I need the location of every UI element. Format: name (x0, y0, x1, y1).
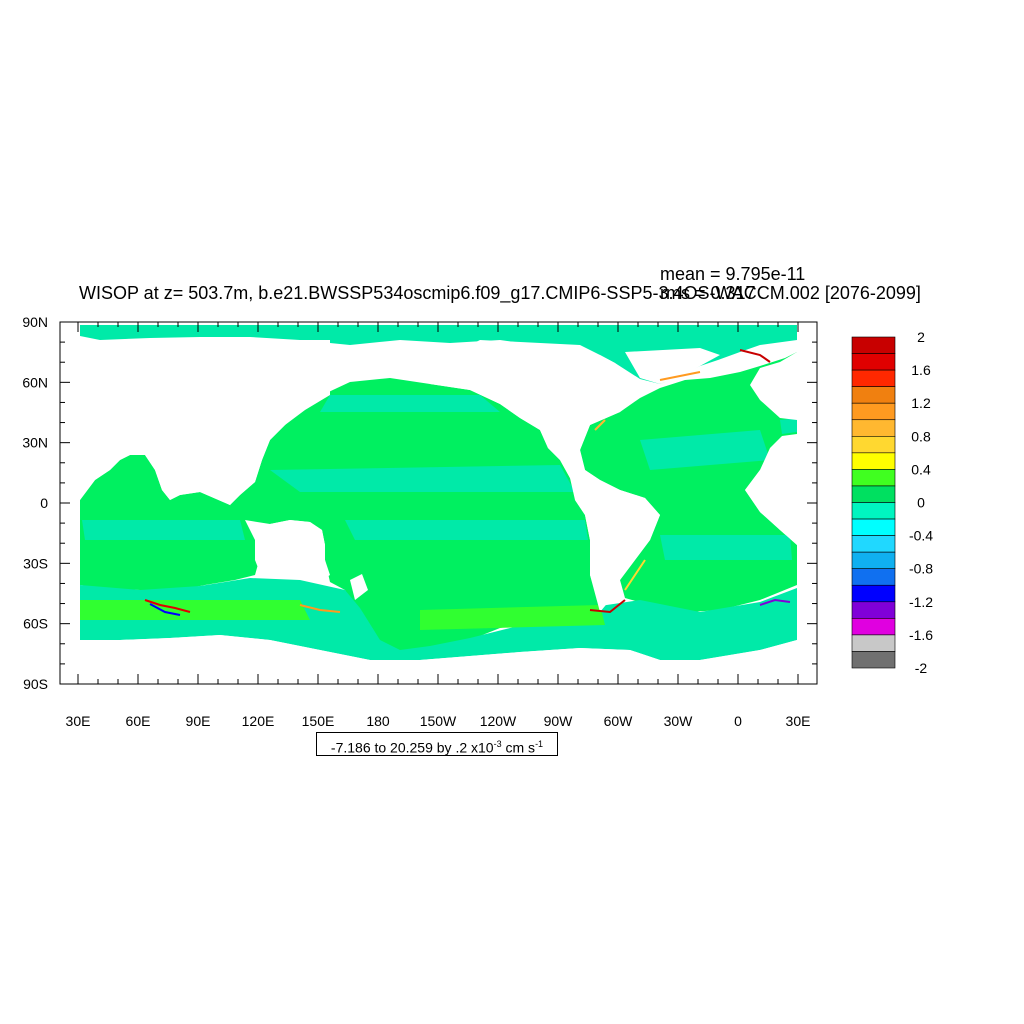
lon-tick-label: 30E (786, 713, 811, 729)
colorbar-swatch (851, 618, 896, 636)
pacific-south-band (345, 520, 588, 540)
land-australia (245, 520, 330, 583)
colorbar: 2 1.6 1.2 0.8 0.4 0 -0.4 -0.8 -1.2 -1.6 -2 (851, 329, 933, 676)
land-masses (60, 340, 817, 684)
land-antarctica (60, 635, 817, 684)
mediterranean-sea (780, 418, 797, 434)
land-africa-east-asia (80, 340, 330, 505)
lon-tick-label: 120W (480, 713, 517, 729)
colorbar-label: -1.2 (909, 594, 933, 610)
contour-info-exponent: -3 (493, 739, 502, 749)
axis-tick-labels: 90N 60N 30N 0 30S 60S 90S 30E 60E 90E 120E 150E 180 1… (22, 314, 810, 729)
indian-band (82, 520, 245, 540)
feature-tasman (299, 604, 341, 613)
feature-drake-passage (589, 599, 626, 614)
colorbar-label: 1.2 (911, 395, 931, 411)
lat-tick-label: 0 (40, 495, 48, 511)
colorbar-swatch (851, 651, 896, 669)
colorbar-label: -1.6 (909, 627, 933, 643)
colorbar-label: 0 (917, 495, 925, 511)
lon-tick-label: 120E (242, 713, 275, 729)
lon-tick-label: 60E (126, 713, 151, 729)
axis-ticks (60, 321, 817, 685)
colorbar-swatch (851, 469, 896, 487)
land-new-zealand (350, 574, 368, 600)
lon-tick-label: 150E (302, 713, 335, 729)
mean-stat: mean = 9.795e-11 (660, 264, 806, 284)
feature-kerguelen (144, 599, 191, 613)
lon-tick-label: 30W (664, 713, 694, 729)
lat-tick-label: 90N (22, 314, 48, 330)
colorbar-label: -2 (915, 660, 928, 676)
pacific-ocean (230, 378, 600, 652)
lon-tick-label: 60W (604, 713, 634, 729)
colorbar-swatch (851, 353, 896, 371)
colorbar-swatch (851, 452, 896, 470)
atlantic-south-band (660, 535, 792, 560)
contour-info-box: -7.186 to 20.259 by .2 x10-3 cm s-1 (316, 732, 558, 756)
colorbar-swatch (851, 568, 896, 586)
colorbar-swatch (851, 584, 896, 603)
lat-tick-label: 60S (23, 616, 48, 632)
contour-info-text: -7.186 to 20.259 by .2 x10 (330, 739, 494, 756)
southern-ocean-band-east (420, 605, 605, 630)
colorbar-swatch (851, 386, 896, 404)
colorbar-swatch (851, 551, 896, 570)
plot-title: WISOP at z= 503.7m, b.e21.BWSSP534oscmip… (79, 283, 921, 303)
land-greenland (625, 348, 720, 384)
colorbar-swatch (851, 535, 896, 553)
feature-nordic-seas (739, 349, 771, 363)
colorbar-swatch (851, 369, 896, 387)
colorbar-label: 0.8 (911, 428, 931, 444)
feature-kerguelen-blue (149, 603, 181, 616)
atlantic-band (640, 430, 770, 470)
lat-tick-label: 90S (23, 676, 48, 692)
lat-tick-label: 60N (22, 374, 48, 390)
southern-ocean-band (80, 600, 310, 620)
colorbar-label: 0.4 (911, 461, 931, 477)
lon-tick-label: 30E (66, 713, 91, 729)
rms-stat: rms = 0.317 (660, 283, 756, 303)
lon-tick-label: 0 (734, 713, 742, 729)
feature-south-atlantic (759, 598, 791, 606)
colorbar-swatch (851, 601, 896, 619)
colorbar-swatch (851, 634, 896, 652)
land-americas (420, 340, 660, 612)
colorbar-label: 1.6 (911, 362, 931, 378)
contour-info-units: cm s (501, 739, 536, 756)
lat-tick-label: 30S (23, 555, 48, 571)
land-europe-africa (745, 352, 797, 545)
lon-tick-label: 150W (420, 713, 457, 729)
colorbar-label: -0.4 (909, 528, 933, 544)
feature-labrador (659, 371, 701, 381)
lon-tick-label: 90W (544, 713, 574, 729)
southern-ocean (80, 578, 797, 660)
pacific-subtropics-band (270, 465, 575, 492)
colorbar-swatch (851, 419, 896, 437)
ocean-field (80, 325, 797, 660)
pacific-north-band (320, 395, 500, 412)
feature-gulf-stream (594, 419, 606, 431)
feature-argentina-shelf (624, 559, 646, 591)
colorbar-swatch (851, 336, 896, 354)
colorbar-swatch (851, 485, 896, 503)
colorbar-swatch (851, 435, 896, 454)
arctic-ocean (80, 325, 797, 384)
colorbar-swatch (851, 518, 896, 536)
lon-tick-label: 180 (366, 713, 390, 729)
colorbar-label: -0.8 (909, 561, 933, 577)
lon-tick-label: 90E (186, 713, 211, 729)
colorbar-swatch (851, 502, 896, 520)
colorbar-label: 2 (917, 329, 925, 345)
contour-info-units-exponent: -1 (535, 739, 544, 749)
lat-tick-label: 30N (22, 435, 48, 451)
colorbar-swatch (851, 402, 896, 421)
high-gradient-features (144, 349, 791, 616)
